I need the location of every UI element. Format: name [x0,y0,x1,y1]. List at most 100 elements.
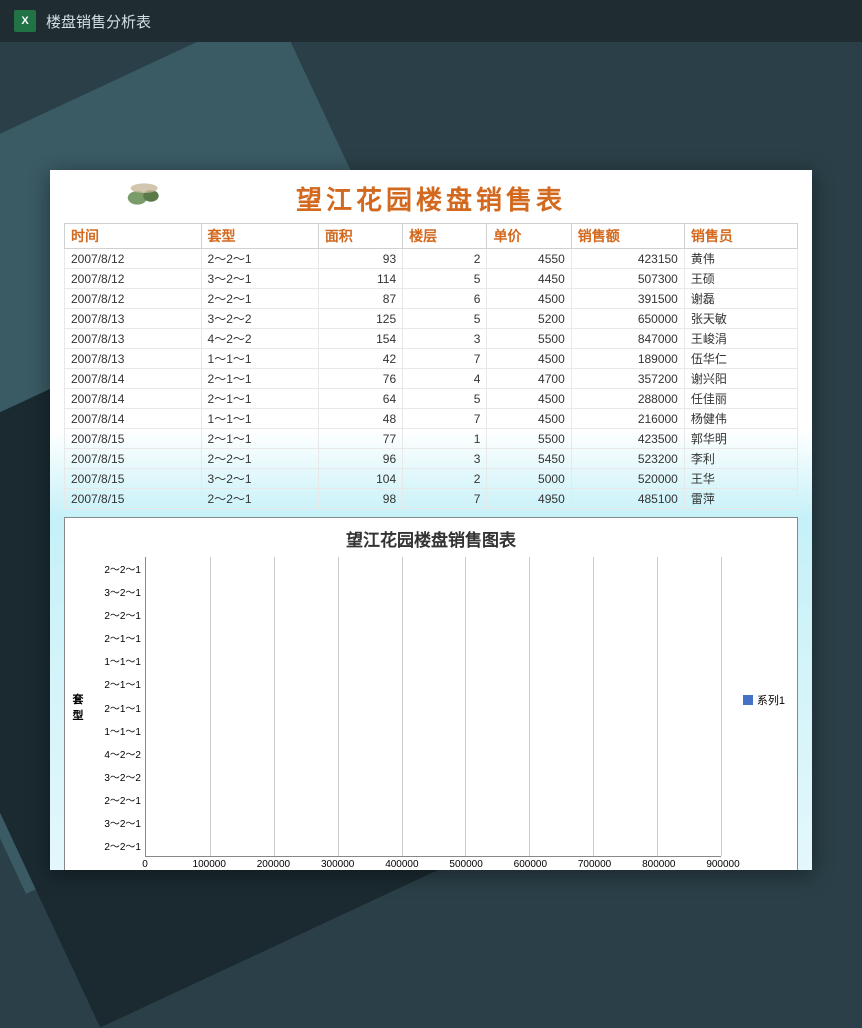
sales-chart[interactable]: 望江花园楼盘销售图表 套型 2～2～13～2～12～2～12～1～11～1～12… [64,517,798,870]
table-cell[interactable]: 6 [403,289,487,309]
column-header[interactable]: 销售员 [684,224,797,249]
table-cell[interactable]: 523200 [571,449,684,469]
table-cell[interactable]: 张天敏 [684,309,797,329]
table-cell[interactable]: 7 [403,489,487,509]
table-cell[interactable]: 黄伟 [684,249,797,269]
table-cell[interactable]: 64 [318,389,402,409]
table-row[interactable]: 2007/8/133～2～212555200650000张天敏 [65,309,798,329]
table-cell[interactable]: 2007/8/13 [65,349,202,369]
column-header[interactable]: 套型 [201,224,318,249]
table-cell[interactable]: 4500 [487,289,571,309]
column-header[interactable]: 楼层 [403,224,487,249]
table-cell[interactable]: 3～2～1 [201,269,318,289]
table-cell[interactable]: 650000 [571,309,684,329]
table-cell[interactable]: 423500 [571,429,684,449]
table-cell[interactable]: 847000 [571,329,684,349]
table-cell[interactable]: 48 [318,409,402,429]
table-cell[interactable]: 104 [318,469,402,489]
table-cell[interactable]: 507300 [571,269,684,289]
table-cell[interactable]: 谢兴阳 [684,369,797,389]
table-cell[interactable]: 1～1～1 [201,349,318,369]
table-cell[interactable]: 4550 [487,249,571,269]
table-cell[interactable]: 2～2～1 [201,449,318,469]
table-cell[interactable]: 4500 [487,389,571,409]
table-cell[interactable]: 2007/8/13 [65,329,202,349]
table-row[interactable]: 2007/8/152～2～19874950485100雷萍 [65,489,798,509]
table-cell[interactable]: 2～1～1 [201,429,318,449]
table-cell[interactable]: 3～2～1 [201,469,318,489]
table-cell[interactable]: 3～2～2 [201,309,318,329]
table-row[interactable]: 2007/8/134～2～215435500847000王峻涓 [65,329,798,349]
table-cell[interactable]: 485100 [571,489,684,509]
table-cell[interactable]: 2 [403,469,487,489]
table-cell[interactable]: 2007/8/15 [65,449,202,469]
table-cell[interactable]: 4500 [487,349,571,369]
table-cell[interactable]: 伍华仁 [684,349,797,369]
table-cell[interactable]: 王峻涓 [684,329,797,349]
table-cell[interactable]: 2 [403,249,487,269]
column-header[interactable]: 单价 [487,224,571,249]
table-cell[interactable]: 2007/8/14 [65,369,202,389]
table-cell[interactable]: 杨健伟 [684,409,797,429]
table-cell[interactable]: 2007/8/15 [65,489,202,509]
table-cell[interactable]: 2007/8/14 [65,389,202,409]
table-cell[interactable]: 4 [403,369,487,389]
column-header[interactable]: 销售额 [571,224,684,249]
table-row[interactable]: 2007/8/131～1～14274500189000伍华仁 [65,349,798,369]
table-cell[interactable]: 5 [403,389,487,409]
table-cell[interactable]: 2007/8/12 [65,289,202,309]
table-row[interactable]: 2007/8/152～1～17715500423500郭华明 [65,429,798,449]
table-cell[interactable]: 5000 [487,469,571,489]
table-cell[interactable]: 2007/8/12 [65,269,202,289]
table-cell[interactable]: 4450 [487,269,571,289]
table-cell[interactable]: 1 [403,429,487,449]
sheet-title[interactable]: 望江花园楼盘销售表 [50,170,812,223]
table-cell[interactable]: 520000 [571,469,684,489]
table-cell[interactable]: 7 [403,409,487,429]
table-cell[interactable]: 154 [318,329,402,349]
table-cell[interactable]: 2007/8/14 [65,409,202,429]
table-cell[interactable]: 4700 [487,369,571,389]
table-cell[interactable]: 2007/8/13 [65,309,202,329]
table-cell[interactable]: 2～1～1 [201,369,318,389]
table-cell[interactable]: 93 [318,249,402,269]
table-cell[interactable]: 2～2～1 [201,289,318,309]
table-cell[interactable]: 2007/8/15 [65,429,202,449]
table-cell[interactable]: 2～2～1 [201,489,318,509]
table-cell[interactable]: 李利 [684,449,797,469]
table-cell[interactable]: 5500 [487,429,571,449]
table-row[interactable]: 2007/8/141～1～14874500216000杨健伟 [65,409,798,429]
column-header[interactable]: 时间 [65,224,202,249]
column-header[interactable]: 面积 [318,224,402,249]
table-cell[interactable]: 2007/8/12 [65,249,202,269]
table-row[interactable]: 2007/8/122～2～19324550423150黄伟 [65,249,798,269]
table-cell[interactable]: 125 [318,309,402,329]
table-cell[interactable]: 5500 [487,329,571,349]
table-cell[interactable]: 5 [403,269,487,289]
table-cell[interactable]: 4～2～2 [201,329,318,349]
table-cell[interactable]: 77 [318,429,402,449]
table-cell[interactable]: 2～2～1 [201,249,318,269]
table-cell[interactable]: 1～1～1 [201,409,318,429]
table-cell[interactable]: 雷萍 [684,489,797,509]
table-row[interactable]: 2007/8/142～1～17644700357200谢兴阳 [65,369,798,389]
table-cell[interactable]: 5 [403,309,487,329]
table-cell[interactable]: 5450 [487,449,571,469]
table-cell[interactable]: 76 [318,369,402,389]
table-cell[interactable]: 114 [318,269,402,289]
table-cell[interactable]: 4500 [487,409,571,429]
table-cell[interactable]: 288000 [571,389,684,409]
table-cell[interactable]: 王华 [684,469,797,489]
table-row[interactable]: 2007/8/152～2～19635450523200李利 [65,449,798,469]
table-cell[interactable]: 87 [318,289,402,309]
table-cell[interactable]: 3 [403,449,487,469]
table-cell[interactable]: 4950 [487,489,571,509]
table-cell[interactable]: 3 [403,329,487,349]
table-cell[interactable]: 2007/8/15 [65,469,202,489]
table-cell[interactable]: 7 [403,349,487,369]
table-cell[interactable]: 216000 [571,409,684,429]
table-cell[interactable]: 任佳丽 [684,389,797,409]
table-cell[interactable]: 2～1～1 [201,389,318,409]
table-cell[interactable]: 王硕 [684,269,797,289]
table-cell[interactable]: 423150 [571,249,684,269]
